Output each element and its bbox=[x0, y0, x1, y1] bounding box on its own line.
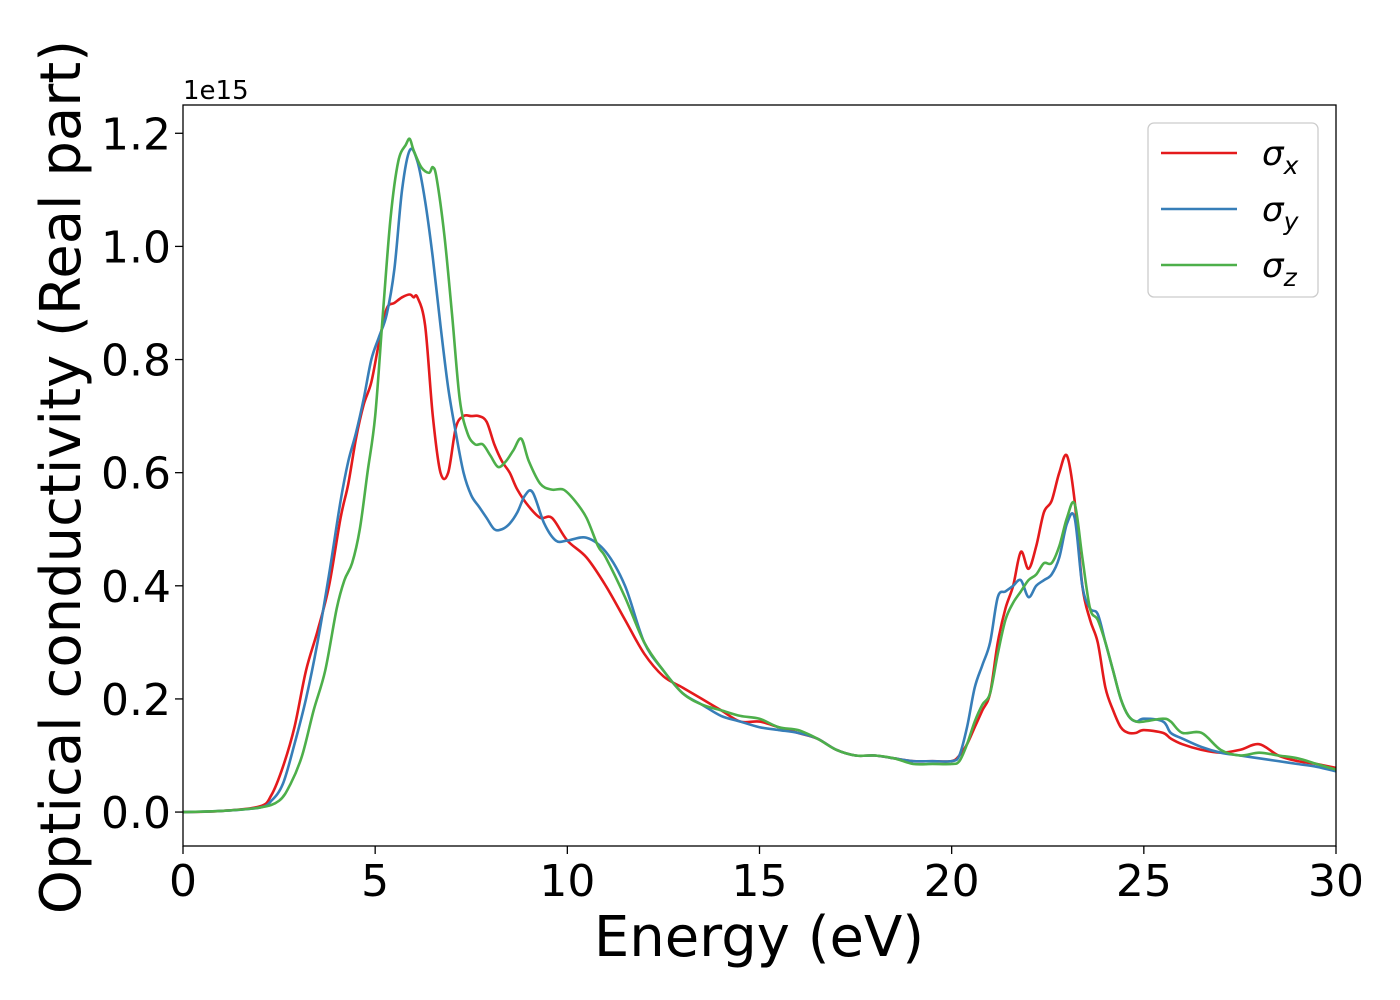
x-axis-ticks: 0 5 10 15 20 25 30 bbox=[169, 846, 1364, 907]
legend: σx σy σz bbox=[1147, 122, 1319, 298]
series-line-x bbox=[182, 293, 1337, 814]
y-axis-label: Optical conductivity (Real part) bbox=[29, 40, 94, 914]
x-tick-label: 20 bbox=[924, 856, 980, 907]
legend-label-x: σx bbox=[1262, 134, 1299, 180]
y-tick-label: 0.6 bbox=[101, 449, 171, 500]
y-tick-label: 0.0 bbox=[101, 788, 171, 839]
y-tick-label: 0.4 bbox=[101, 562, 171, 613]
x-tick-label: 10 bbox=[539, 856, 595, 907]
plot-frame bbox=[182, 104, 1337, 847]
x-tick-label: 25 bbox=[1116, 856, 1172, 907]
y-tick-label: 1.0 bbox=[101, 222, 171, 273]
x-tick-label: 0 bbox=[169, 856, 197, 907]
x-tick-label: 30 bbox=[1308, 856, 1364, 907]
x-tick-label: 5 bbox=[361, 856, 389, 907]
x-axis-label: Energy (eV) bbox=[594, 905, 924, 970]
x-tick-label: 15 bbox=[732, 856, 788, 907]
y-tick-label: 0.8 bbox=[101, 336, 171, 387]
legend-label-y: σy bbox=[1262, 190, 1300, 236]
y-tick-label: 1.2 bbox=[101, 109, 171, 160]
series-line-z bbox=[182, 137, 1337, 814]
y-offset-label: 1e15 bbox=[183, 76, 249, 106]
y-axis-ticks: 0.0 0.2 0.4 0.6 0.8 1.0 1.2 bbox=[101, 109, 183, 839]
y-tick-label: 0.2 bbox=[101, 675, 171, 726]
legend-label-z: σz bbox=[1262, 246, 1298, 292]
series-layer bbox=[182, 137, 1337, 814]
